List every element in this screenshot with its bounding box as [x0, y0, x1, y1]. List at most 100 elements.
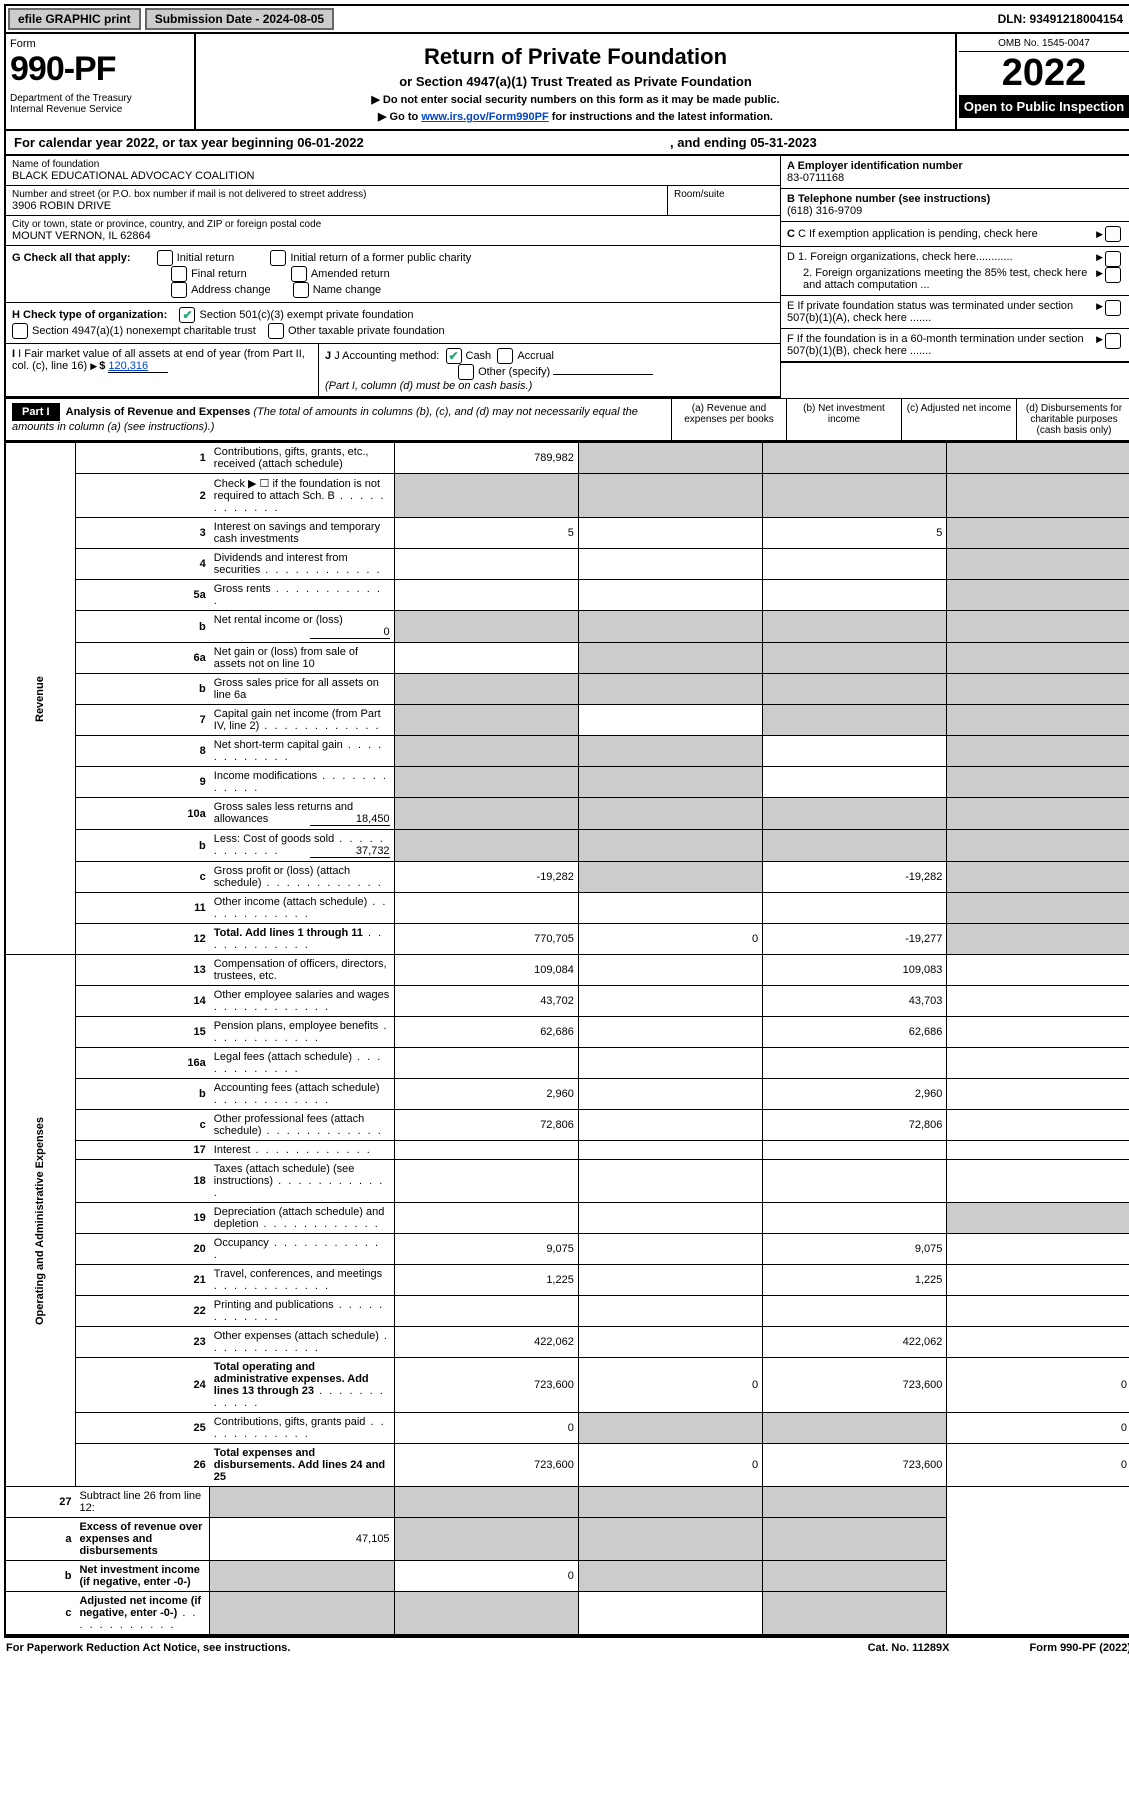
row-num: a	[5, 1518, 75, 1561]
row-desc: Pension plans, employee benefits	[210, 1017, 394, 1048]
note-link: ▶ Go to www.irs.gov/Form990PF for instru…	[202, 110, 949, 123]
cell-shaded	[578, 1561, 762, 1592]
table-row: bNet investment income (if negative, ent…	[5, 1561, 1129, 1592]
note-post: for instructions and the latest informat…	[549, 111, 773, 123]
open-inspection: Open to Public Inspection	[959, 95, 1129, 118]
row-num: 7	[75, 705, 209, 736]
cell-shaded	[947, 924, 1129, 955]
check-initial-return[interactable]	[157, 250, 173, 266]
omb-number: OMB No. 1545-0047	[959, 36, 1129, 52]
row-num: 4	[75, 549, 209, 580]
row-desc: Total operating and administrative expen…	[210, 1358, 394, 1413]
city-state-zip: MOUNT VERNON, IL 62864	[12, 230, 774, 242]
row-num: 21	[75, 1265, 209, 1296]
cell-shaded	[578, 767, 762, 798]
check-e[interactable]	[1105, 300, 1121, 316]
cell-amount	[947, 1079, 1129, 1110]
h-label: H Check type of organization:	[12, 309, 167, 321]
row-desc: Less: Cost of goods sold 37,732	[210, 830, 394, 862]
row-desc: Taxes (attach schedule) (see instruction…	[210, 1160, 394, 1203]
cell-amount	[578, 549, 762, 580]
opt-other: Other taxable private foundation	[288, 325, 445, 337]
cell-shaded	[578, 474, 762, 518]
table-row: 24Total operating and administrative exp…	[5, 1358, 1129, 1413]
cell-amount	[947, 1327, 1129, 1358]
cell-amount: 770,705	[394, 924, 578, 955]
cell-amount: 5	[394, 518, 578, 549]
cell-amount	[763, 580, 947, 611]
check-accrual[interactable]	[497, 348, 513, 364]
check-final-return[interactable]	[171, 266, 187, 282]
check-name-change[interactable]	[293, 282, 309, 298]
check-d1[interactable]	[1105, 251, 1121, 267]
cell-shaded	[394, 474, 578, 518]
row-desc: Contributions, gifts, grants, etc., rece…	[210, 443, 394, 474]
check-initial-public[interactable]	[270, 250, 286, 266]
cell-amount	[947, 986, 1129, 1017]
cell-shaded	[763, 830, 947, 862]
check-f[interactable]	[1105, 333, 1121, 349]
cell-amount: 0	[578, 1444, 762, 1487]
cell-amount: 0	[947, 1444, 1129, 1487]
check-cash[interactable]	[446, 348, 462, 364]
check-amended[interactable]	[291, 266, 307, 282]
street-address: 3906 ROBIN DRIVE	[12, 200, 661, 212]
table-row: cGross profit or (loss) (attach schedule…	[5, 862, 1129, 893]
cell-shaded	[394, 674, 578, 705]
table-row: 10aGross sales less returns and allowanc…	[5, 798, 1129, 830]
check-address-change[interactable]	[171, 282, 187, 298]
cell-amount	[763, 1048, 947, 1079]
d2-label: 2. Foreign organizations meeting the 85%…	[787, 267, 1096, 291]
check-other-taxable[interactable]	[268, 323, 284, 339]
check-c[interactable]	[1105, 226, 1121, 242]
i-value[interactable]: 120,316	[108, 360, 168, 373]
opt-initial: Initial return	[177, 252, 234, 264]
row-desc: Printing and publications	[210, 1296, 394, 1327]
irs-link[interactable]: www.irs.gov/Form990PF	[421, 111, 548, 123]
check-501c3[interactable]	[179, 307, 195, 323]
row-desc: Contributions, gifts, grants paid	[210, 1413, 394, 1444]
table-row: 5aGross rents	[5, 580, 1129, 611]
j-note: (Part I, column (d) must be on cash basi…	[325, 380, 532, 392]
col-b-head: (b) Net investment income	[786, 399, 901, 440]
table-row: 25Contributions, gifts, grants paid00	[5, 1413, 1129, 1444]
cell-amount	[763, 1203, 947, 1234]
check-d2[interactable]	[1105, 267, 1121, 283]
check-other-method[interactable]	[458, 364, 474, 380]
row-desc: Other professional fees (attach schedule…	[210, 1110, 394, 1141]
table-row: bAccounting fees (attach schedule)2,9602…	[5, 1079, 1129, 1110]
top-bar: efile GRAPHIC print Submission Date - 20…	[4, 4, 1129, 34]
cell-shaded	[947, 518, 1129, 549]
a-label: A Employer identification number	[787, 160, 963, 172]
room-label: Room/suite	[674, 189, 774, 200]
cell-amount	[947, 1017, 1129, 1048]
row-desc: Gross rents	[210, 580, 394, 611]
cell-shaded	[763, 1518, 947, 1561]
cell-amount	[947, 1296, 1129, 1327]
row-desc: Accounting fees (attach schedule)	[210, 1079, 394, 1110]
opt-final: Final return	[191, 268, 247, 280]
c-label: C If exemption application is pending, c…	[798, 228, 1038, 240]
cell-shaded	[947, 580, 1129, 611]
form-number: 990-PF	[10, 50, 190, 89]
addr-label: Number and street (or P.O. box number if…	[12, 189, 661, 200]
efile-print-button[interactable]: efile GRAPHIC print	[8, 8, 141, 30]
cell-shaded	[947, 767, 1129, 798]
row-num: 20	[75, 1234, 209, 1265]
row-num: c	[75, 1110, 209, 1141]
row-num: 2	[75, 474, 209, 518]
section-label: Revenue	[5, 443, 75, 955]
cell-amount	[394, 1141, 578, 1160]
cell-amount: 72,806	[394, 1110, 578, 1141]
cell-shaded	[947, 443, 1129, 474]
cell-amount	[763, 893, 947, 924]
check-4947[interactable]	[12, 323, 28, 339]
table-row: 3Interest on savings and temporary cash …	[5, 518, 1129, 549]
cell-amount: 109,083	[763, 955, 947, 986]
cell-amount	[947, 955, 1129, 986]
cell-amount	[578, 1592, 762, 1636]
cell-shaded	[763, 1592, 947, 1636]
opt-other-method: Other (specify)	[478, 366, 550, 378]
cell-amount	[394, 643, 578, 674]
cell-amount: 0	[578, 1358, 762, 1413]
